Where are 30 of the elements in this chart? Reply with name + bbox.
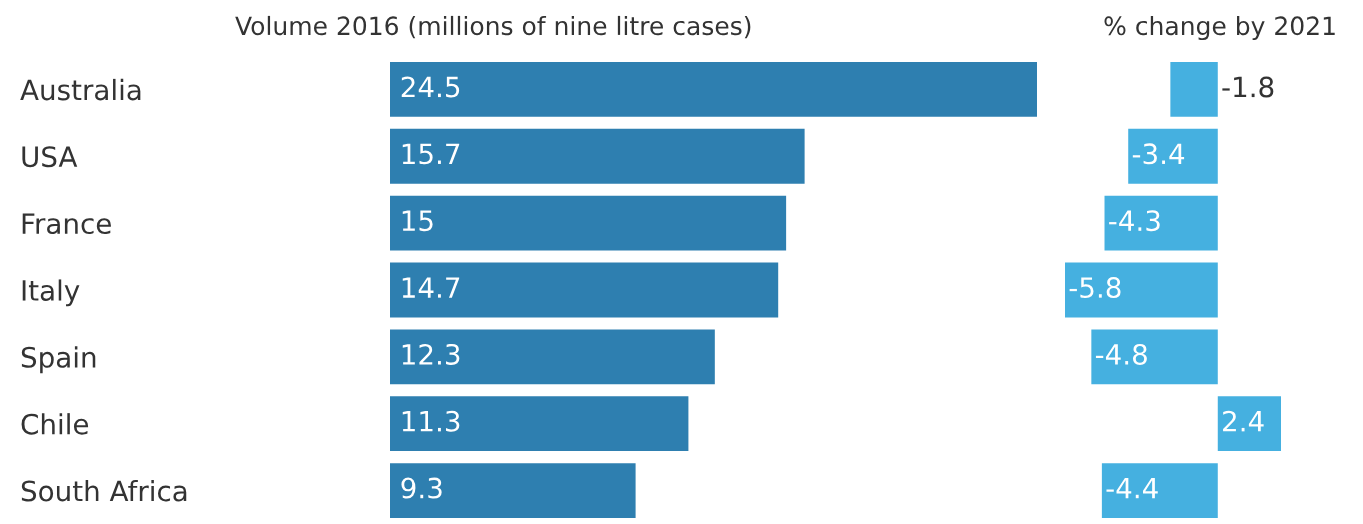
y-tick-label: France [22, 213, 111, 235]
data-label: 11.3 [402, 410, 460, 432]
chart-title: % change by 2021 [1104, 15, 1335, 41]
bar [390, 329, 715, 385]
data-label: -4.4 [1106, 477, 1158, 499]
bar [390, 262, 779, 318]
data-label: 15 [402, 210, 433, 232]
chart-title: Volume 2016 (millions of nine litre cases) [235, 15, 751, 39]
data-label: -1.8 [1222, 76, 1274, 98]
y-tick-label: Italy [22, 279, 80, 307]
data-label: -4.8 [1095, 343, 1147, 365]
y-tick-label: Spain [21, 346, 96, 374]
bar [390, 396, 689, 452]
data-label: -5.8 [1069, 277, 1121, 299]
data-label: -4.3 [1109, 210, 1160, 232]
data-label: 2.4 [1223, 410, 1264, 432]
y-tick-label: Australia [20, 78, 141, 101]
data-label: 14.7 [402, 277, 460, 298]
y-tick-label: Chile [21, 413, 89, 435]
data-label: 9.3 [401, 477, 442, 499]
y-tick-label: South Africa [21, 480, 187, 502]
bar [390, 463, 636, 518]
y-tick-label: USA [22, 146, 78, 168]
bar [390, 195, 787, 251]
data-label: -3.4 [1132, 143, 1185, 165]
data-label: 12.3 [402, 343, 460, 365]
bar [390, 128, 805, 184]
data-label: 15.7 [402, 143, 460, 165]
data-label: 24.5 [401, 76, 460, 98]
bar [390, 62, 1037, 117]
